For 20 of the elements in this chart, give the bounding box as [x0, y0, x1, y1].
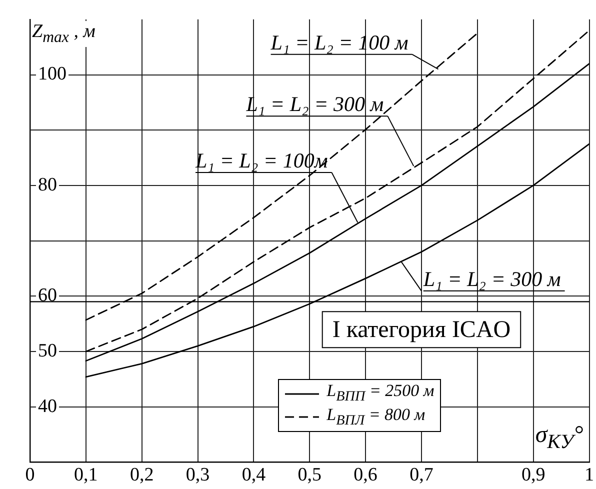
y-axis-title: Z$_{max}$ , м — [32, 21, 96, 48]
y-tick-label: 50 — [38, 340, 57, 362]
x-tick-label: 0,5 — [298, 464, 322, 486]
legend-label: L$_{ВПЛ}$ = 800 м — [326, 404, 426, 429]
x-tick-label: 1 — [584, 464, 594, 486]
x-tick-label: 0 — [25, 464, 35, 486]
x-tick-label: 0,4 — [242, 464, 266, 486]
x-tick-label: 0,9 — [521, 464, 546, 486]
x-axis-title: σ$_{КУ}$° — [535, 422, 584, 454]
y-tick-label: 80 — [38, 174, 57, 196]
x-tick-label: 0,1 — [74, 464, 98, 486]
y-tick-label: 40 — [38, 396, 57, 417]
x-tick-label: 0,6 — [354, 464, 378, 486]
y-tick-label: 100 — [38, 64, 66, 85]
ref-line-label: I категория ICAO — [332, 316, 511, 343]
x-tick-label: 0,3 — [186, 464, 210, 486]
x-tick-label: 0,2 — [130, 464, 154, 486]
y-tick-label: 60 — [38, 285, 57, 306]
x-tick-label: 0,7 — [410, 464, 434, 486]
legend-label: L$_{ВПП}$ = 2500 м — [326, 381, 434, 406]
